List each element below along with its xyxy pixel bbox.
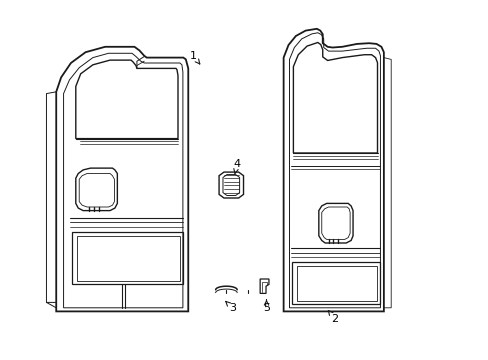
Text: 1: 1 bbox=[189, 51, 200, 64]
Text: 4: 4 bbox=[233, 159, 240, 174]
Text: 2: 2 bbox=[327, 310, 338, 324]
Text: 5: 5 bbox=[263, 300, 269, 313]
Text: 3: 3 bbox=[225, 301, 235, 313]
